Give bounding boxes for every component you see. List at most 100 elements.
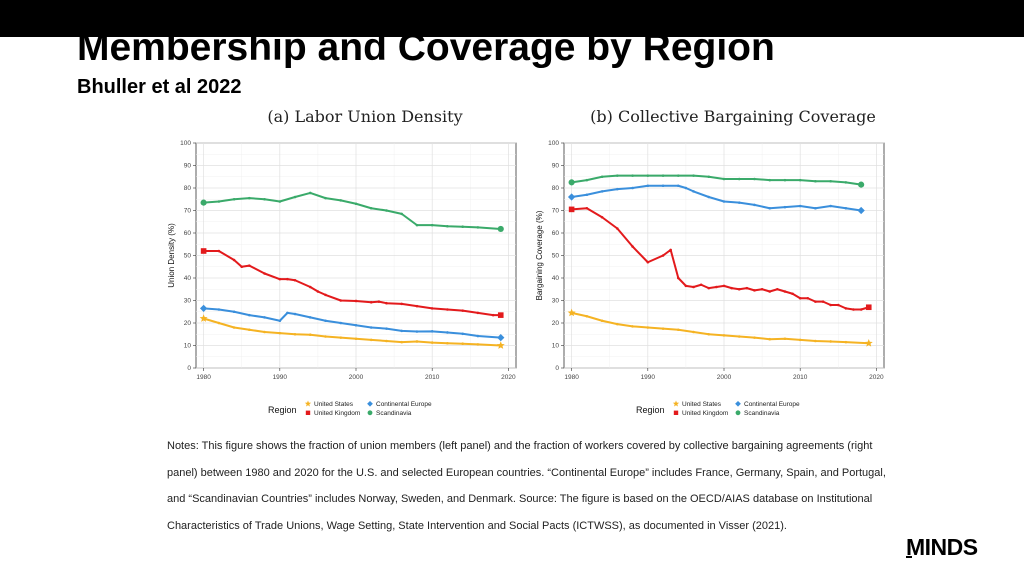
union-density-point-scandinavia (354, 202, 358, 206)
union-density-point-scandinavia (339, 199, 343, 202)
union-density-point-united-states (354, 337, 358, 341)
bargaining-coverage-point-united-kingdom (699, 283, 703, 287)
union-density-point-continental-europe (217, 308, 221, 311)
union-density-legend-key-united-states (304, 400, 312, 407)
union-density-series-united-kingdom (200, 248, 504, 318)
union-density-point-united-kingdom (476, 311, 480, 315)
bargaining-coverage-point-scandinavia (844, 181, 848, 184)
bargaining-coverage-xtick-label-1980: 1980 (564, 374, 579, 381)
bargaining-coverage-legend-label-united-states: United States (682, 401, 722, 408)
bargaining-coverage-point-united-kingdom (798, 296, 802, 300)
bargaining-coverage-start-marker-united-states (567, 308, 576, 317)
union-density-ytick-label-40: 40 (184, 275, 192, 282)
union-density-point-united-kingdom (354, 299, 358, 303)
bargaining-coverage-line-scandinavia (570, 174, 863, 186)
union-density-point-continental-europe (400, 329, 404, 333)
bargaining-coverage-point-continental-europe (585, 193, 589, 197)
bargaining-coverage-point-united-kingdom (715, 285, 718, 289)
bargaining-coverage-point-united-kingdom (829, 303, 832, 307)
union-density-end-marker-scandinavia (497, 225, 504, 233)
union-density-point-united-kingdom (286, 277, 289, 281)
slide-subtitle: Bhuller et al 2022 (77, 76, 242, 98)
union-density-ytick-label-50: 50 (184, 253, 192, 260)
bargaining-coverage-chart: (b) Collective Bargaining Coverage 0 10 20 3… (535, 107, 885, 417)
bargaining-coverage-ytick-label-50: 50 (552, 253, 560, 260)
union-density-point-united-states (385, 339, 388, 343)
bargaining-coverage-line-united-states (570, 311, 870, 345)
union-density-legend-title: Region (268, 405, 297, 415)
bargaining-coverage-point-united-states (646, 326, 650, 329)
union-density-point-scandinavia (400, 212, 404, 216)
top-bar (0, 0, 1024, 37)
bargaining-coverage-xtick-label-2020: 2020 (869, 374, 884, 381)
bargaining-coverage-point-scandinavia (829, 179, 832, 183)
union-density-point-scandinavia (278, 200, 282, 203)
union-density-point-united-kingdom (324, 293, 327, 297)
bargaining-coverage-point-continental-europe (768, 206, 772, 210)
bargaining-coverage-point-continental-europe (707, 195, 711, 199)
union-density-point-united-kingdom (293, 278, 297, 282)
union-density-point-continental-europe (354, 323, 358, 327)
bargaining-coverage-point-continental-europe (600, 190, 604, 193)
union-density-point-continental-europe (415, 330, 419, 333)
union-density-legend-label-continental-europe: Continental Europe (376, 401, 432, 408)
bargaining-coverage-point-united-states (600, 319, 604, 323)
bargaining-coverage-point-united-states (676, 328, 680, 332)
bargaining-coverage-point-united-kingdom (737, 287, 741, 291)
bargaining-coverage-point-united-kingdom (791, 292, 794, 296)
bargaining-coverage-point-united-kingdom (707, 286, 711, 290)
union-density-start-marker-scandinavia (200, 199, 207, 206)
bargaining-coverage-point-continental-europe (684, 186, 688, 190)
bargaining-coverage-legend-key-continental-europe (735, 400, 741, 407)
union-density-point-united-kingdom (369, 301, 373, 304)
bargaining-coverage-point-continental-europe (814, 206, 817, 210)
bargaining-coverage-ytick-label-0: 0 (555, 365, 559, 372)
bargaining-coverage-legend: Region United States United Kingdom Contine… (636, 400, 800, 417)
union-density-point-united-states (293, 332, 297, 336)
bargaining-coverage-end-marker-scandinavia (858, 181, 865, 188)
bargaining-coverage-ytick-label-20: 20 (552, 320, 560, 327)
union-density-line-united-states (202, 317, 502, 347)
union-density-start-marker-united-states (199, 314, 208, 322)
bargaining-coverage-point-united-states (616, 322, 619, 326)
union-density-point-united-states (308, 333, 312, 336)
union-density-point-united-kingdom (415, 304, 419, 308)
bargaining-coverage-point-united-states (692, 330, 695, 334)
bargaining-coverage-point-continental-europe (783, 205, 787, 209)
union-density-point-continental-europe (308, 316, 312, 319)
bargaining-coverage-point-scandinavia (814, 179, 817, 183)
union-density-point-continental-europe (430, 330, 434, 333)
union-density-point-united-states (369, 338, 373, 342)
bargaining-coverage-point-continental-europe (737, 201, 741, 204)
union-density-point-continental-europe (369, 326, 373, 329)
union-density-point-united-kingdom (240, 265, 244, 269)
bargaining-coverage-point-united-kingdom (616, 227, 619, 230)
bargaining-coverage-point-united-kingdom (859, 308, 863, 311)
bargaining-coverage-ytick-label-60: 60 (552, 230, 560, 237)
union-density-point-united-kingdom (278, 277, 282, 281)
union-density-point-united-kingdom (446, 308, 449, 311)
bargaining-coverage-point-united-states (737, 335, 741, 338)
union-density-point-scandinavia (293, 195, 297, 199)
union-density-series-continental-europe (199, 304, 505, 342)
bargaining-coverage-point-united-kingdom (814, 300, 817, 303)
chart-panel-bargaining-coverage: (b) Collective Bargaining Coverage 0 10 20 3… (528, 100, 898, 430)
union-density-legend-key-continental-europe (367, 400, 373, 407)
bargaining-coverage-legend-key-united-kingdom (673, 410, 679, 415)
union-density-point-continental-europe (339, 321, 343, 325)
bargaining-coverage-point-continental-europe (631, 186, 634, 190)
union-density-title: (a) Labor Union Density (267, 107, 462, 126)
bargaining-coverage-point-continental-europe (692, 190, 695, 193)
bargaining-coverage-legend-label-united-kingdom: United Kingdom (682, 410, 728, 417)
union-density-ytick-label-60: 60 (184, 230, 192, 237)
bargaining-coverage-legend-title: Region (636, 405, 665, 415)
bargaining-coverage-point-scandinavia (707, 175, 711, 179)
bargaining-coverage-point-united-kingdom (722, 284, 726, 288)
union-density-point-scandinavia (430, 223, 434, 227)
bargaining-coverage-point-scandinavia (753, 177, 756, 181)
union-density-legend-key-united-kingdom (305, 410, 311, 415)
bargaining-coverage-point-scandinavia (661, 174, 665, 177)
bargaining-coverage-point-continental-europe (616, 187, 619, 191)
bargaining-coverage-point-united-states (844, 340, 848, 344)
bargaining-coverage-point-united-kingdom (692, 285, 695, 289)
